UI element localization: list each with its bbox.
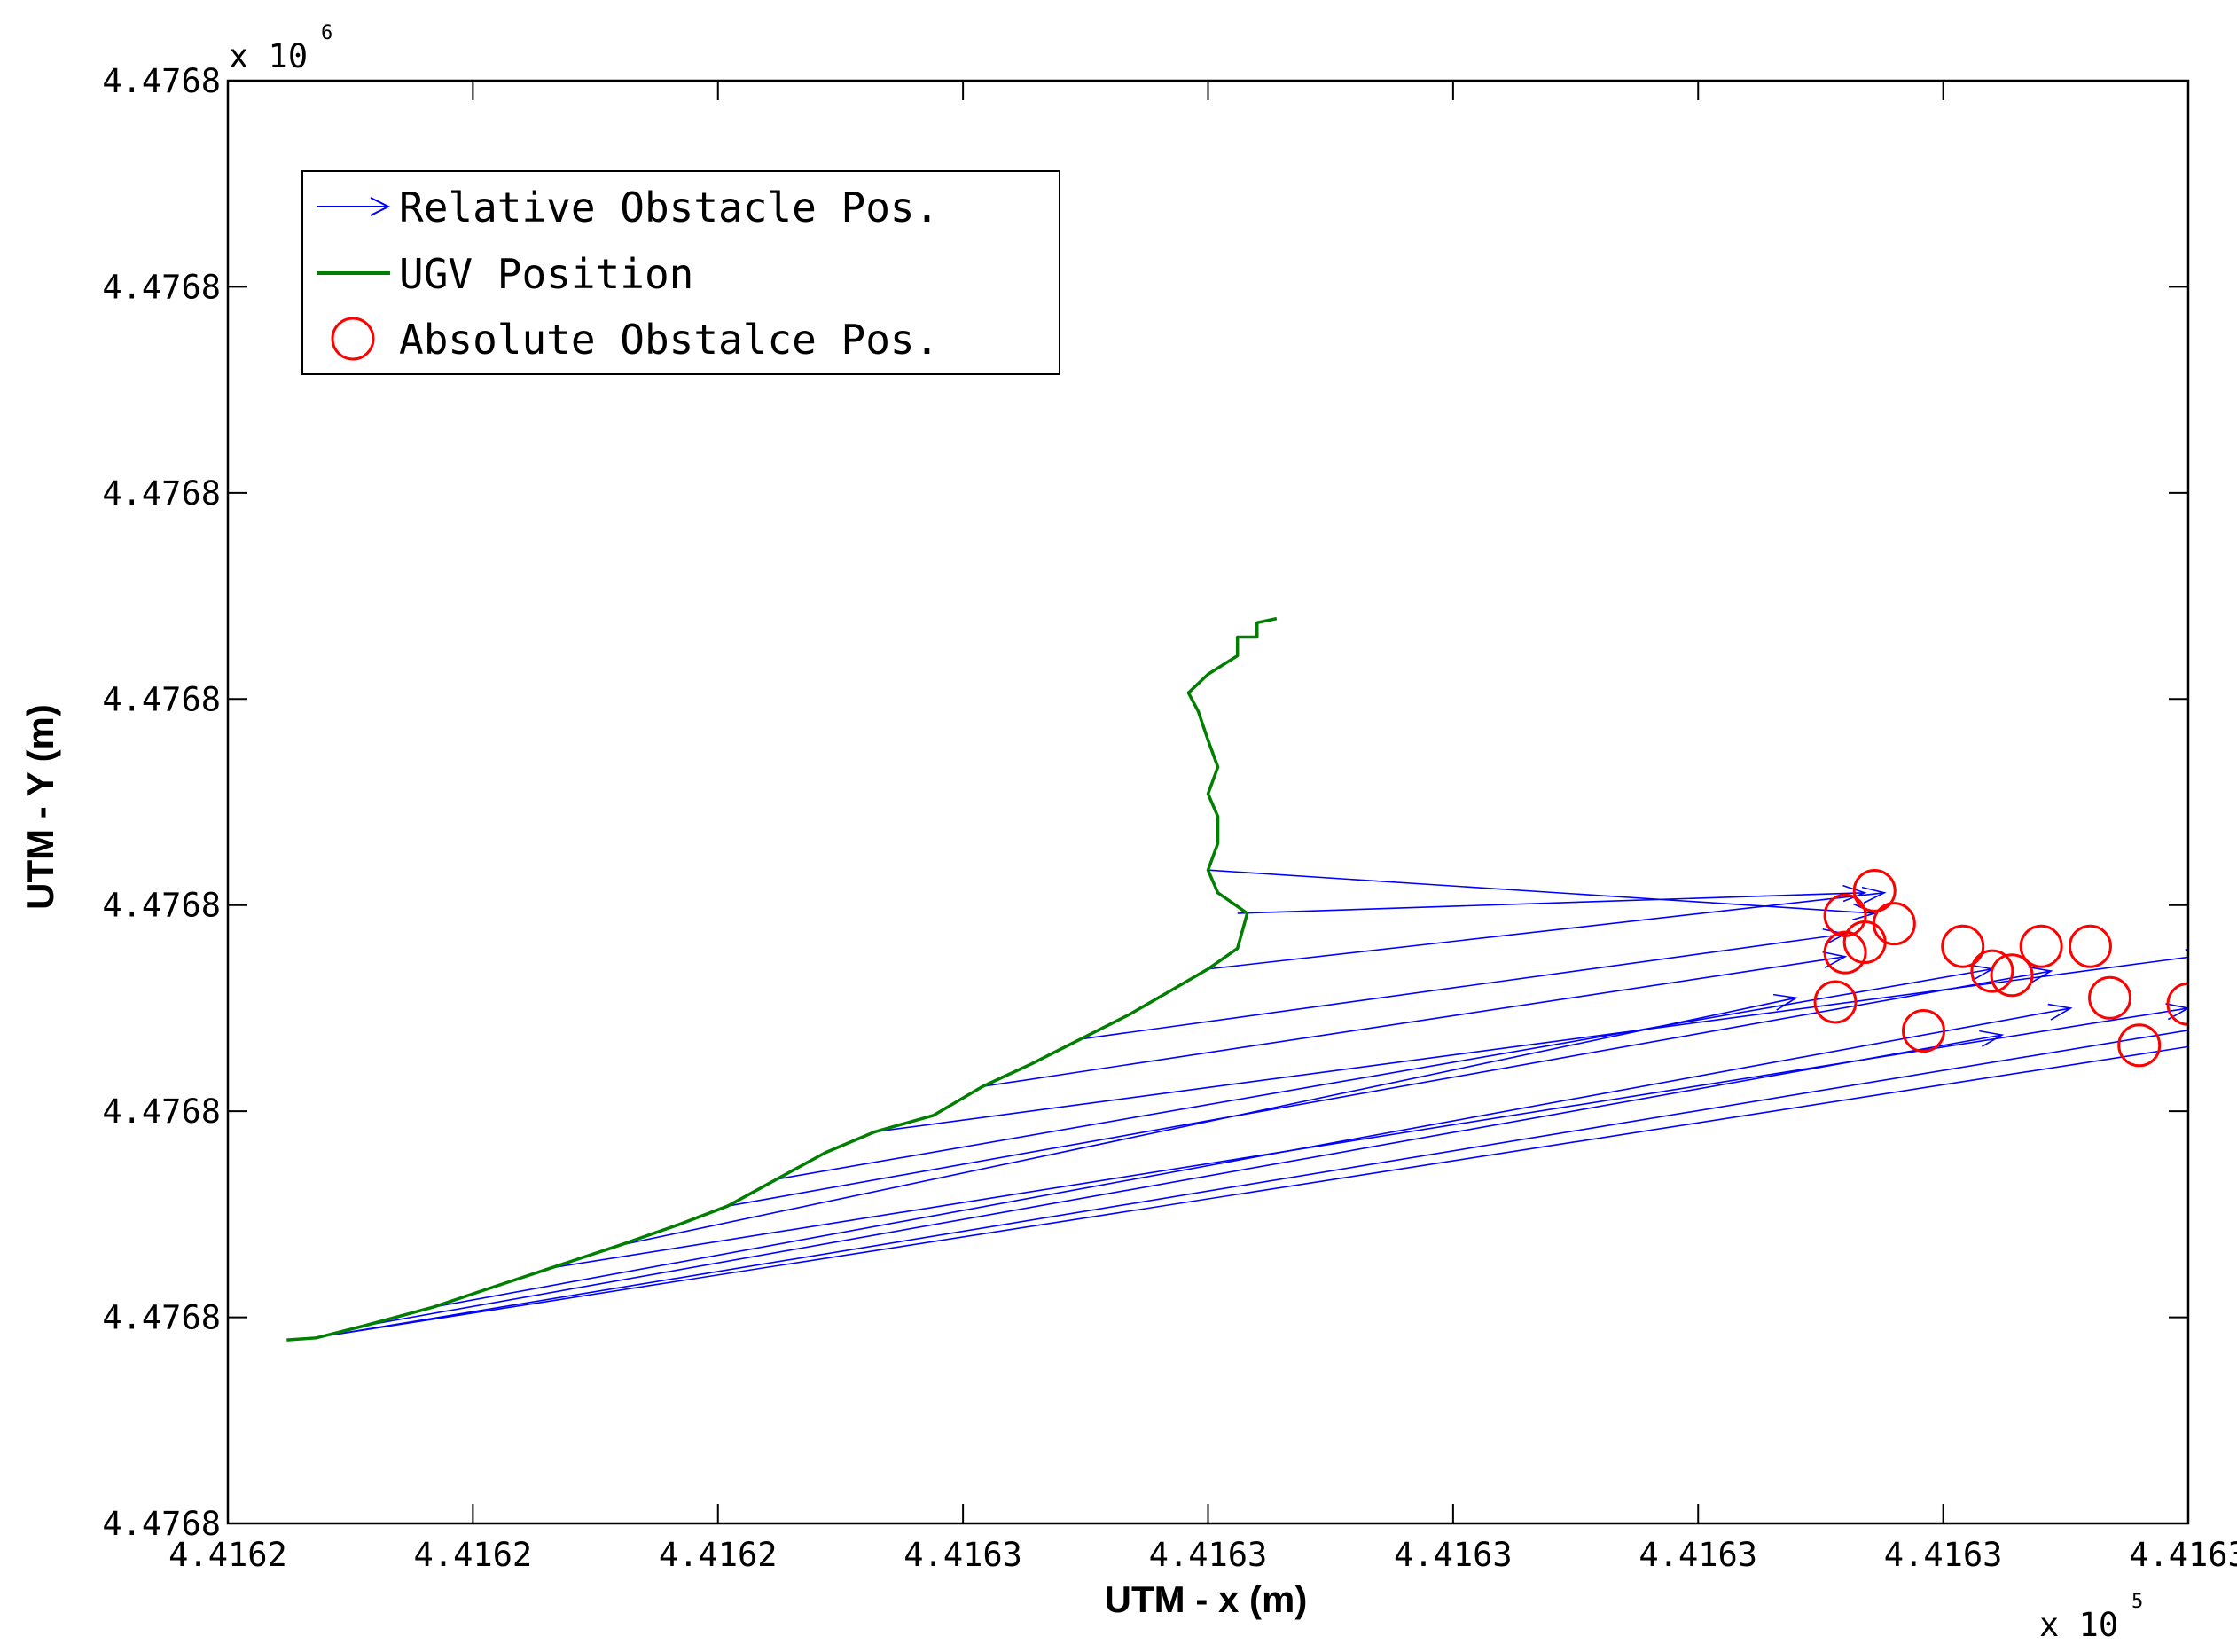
obstacle-vector-arrow (551, 1003, 2188, 1269)
obstacle-circle (1823, 930, 1867, 975)
y-tick-label: 4.4768 (102, 474, 221, 513)
obstacle-vector-arrow (1208, 886, 1887, 970)
plot-frame (226, 79, 2190, 1525)
arrow-series (325, 869, 2188, 1337)
y-tick-label: 4.4768 (102, 887, 221, 925)
legend-box (301, 170, 1060, 375)
y-tick-label: 4.4768 (102, 268, 221, 306)
x-tick-label: 4.4162 (168, 1536, 287, 1574)
obstacle-circle (1852, 868, 1897, 912)
y-tick-label: 4.4768 (102, 62, 221, 100)
obstacle-circle (1902, 1008, 1946, 1053)
obstacle-circle (1813, 980, 1858, 1024)
x-tick-label: 4.4163 (1149, 1536, 1268, 1574)
y-tick-label: 4.4768 (102, 680, 221, 718)
y-tick-label: 4.4768 (102, 1092, 221, 1131)
y-exponent-power: 6 (321, 22, 332, 44)
obstacle-vector-arrow (874, 949, 2188, 1133)
x-tick-label: 4.4162 (414, 1536, 533, 1574)
obstacle-vector-arrow (364, 1030, 2005, 1327)
legend-label-absolute: Absolute Obstalce Pos. (399, 316, 939, 364)
legend-label-relative: Relative Obstacle Pos. (399, 184, 939, 231)
obstacle-vector-arrow (620, 993, 1799, 1247)
legend-circle-icon (331, 317, 375, 361)
y-tick-label: 4.4768 (102, 1299, 221, 1337)
y-axis-label: UTM - Y (m) (20, 704, 61, 910)
obstacle-circle (1941, 924, 1985, 968)
y-exponent: x 10 (229, 37, 308, 75)
obstacle-circle (2166, 982, 2188, 1026)
obstacle-vector-arrow (325, 1029, 2188, 1337)
obstacle-vector-arrow (727, 966, 2053, 1207)
obstacle-circle (1842, 920, 1887, 965)
obstacle-circle (1990, 953, 2034, 998)
obstacle-vector-arrow (982, 951, 1848, 1088)
y-tick-labels: 4.4768 4.4768 4.4768 4.4768 4.4768 4.4768 4.47… (102, 62, 221, 1543)
obstacle-vector-arrow (1237, 884, 1867, 914)
x-tick-label: 4.4163 (903, 1536, 1022, 1574)
obstacle-circle (2117, 1023, 2162, 1068)
x-tick-label: 4.4162 (659, 1536, 778, 1574)
x-tick-label: 4.4163 (2129, 1536, 2237, 1574)
x-tick-label: 4.4163 (1394, 1536, 1513, 1574)
x-exponent: x 10 (2039, 1606, 2118, 1644)
obstacle-vector-arrow (434, 1003, 2073, 1308)
obstacle-circle (1970, 949, 2014, 993)
obstacle-circle (2019, 924, 2063, 968)
legend-label-ugv: UGV Position (399, 250, 693, 298)
x-tick-label: 4.4163 (1884, 1536, 2003, 1574)
ugv-path-line (286, 616, 1278, 1342)
y-tick-label: 4.4768 (102, 1505, 221, 1543)
plot-area (286, 616, 2188, 1342)
obstacle-series (1813, 868, 2188, 1068)
legend: Relative Obstacle Pos. UGV Position Abso… (301, 170, 1060, 375)
x-exponent-power: 5 (2131, 1591, 2143, 1613)
x-tick-label: 4.4163 (1639, 1536, 1757, 1574)
obstacle-circle (2068, 924, 2112, 968)
obstacle-circle (2088, 975, 2132, 1020)
x-axis-label: UTM - x (m) (1105, 1578, 1308, 1620)
obstacle-vector-arrow (325, 1045, 2188, 1337)
legend-arrow-icon (317, 197, 391, 216)
x-tick-labels: 4.4162 4.4162 4.4162 4.4163 4.4163 4.4163 4.41… (168, 1536, 2237, 1574)
ugv-series (286, 616, 1278, 1342)
